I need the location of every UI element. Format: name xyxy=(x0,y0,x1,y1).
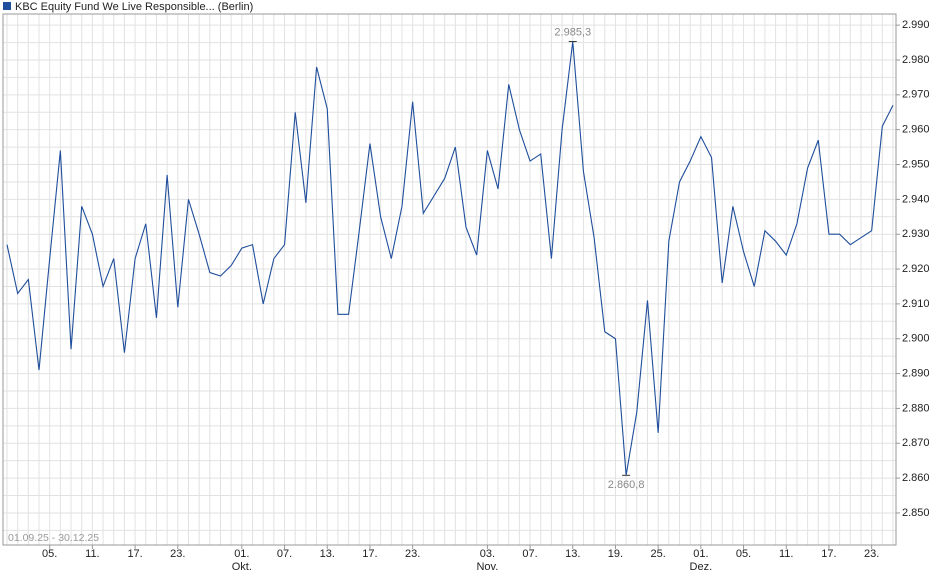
x-tick-label: 17. xyxy=(362,548,377,560)
y-tick-label: 2.960 xyxy=(902,124,930,136)
x-group-label: Nov. xyxy=(476,561,498,573)
x-tick-label: 03. xyxy=(480,548,495,560)
x-tick-label: 25. xyxy=(651,548,666,560)
value-label: 2.985,3 xyxy=(554,26,591,38)
y-tick-label: 2.980 xyxy=(902,54,930,66)
x-tick-label: 13. xyxy=(565,548,580,560)
y-tick-label: 2.850 xyxy=(902,507,930,519)
y-tick-label: 2.940 xyxy=(902,193,930,205)
x-tick-label: 07. xyxy=(277,548,292,560)
x-tick-label: 05. xyxy=(736,548,751,560)
line-series xyxy=(6,41,894,476)
x-tick-label: 17. xyxy=(821,548,836,560)
y-tick-label: 2.920 xyxy=(902,263,930,275)
y-tick-label: 2.990 xyxy=(902,19,930,31)
legend-swatch xyxy=(3,2,11,10)
x-tick-label: 17. xyxy=(127,548,142,560)
y-tick-label: 2.860 xyxy=(902,472,930,484)
y-tick-label: 2.880 xyxy=(902,402,930,414)
y-tick-label: 2.910 xyxy=(902,298,930,310)
y-tick-label: 2.970 xyxy=(902,89,930,101)
y-tick-label: 2.950 xyxy=(902,158,930,170)
x-tick-label: 23. xyxy=(405,548,420,560)
x-tick-label: 23. xyxy=(170,548,185,560)
value-label: 2.860,8 xyxy=(608,479,645,491)
x-tick-label: 19. xyxy=(608,548,623,560)
plot-frame xyxy=(2,13,897,546)
y-tick-label: 2.890 xyxy=(902,367,930,379)
x-tick-label: 01. xyxy=(234,548,249,560)
x-tick-label: 23. xyxy=(864,548,879,560)
y-tick-label: 2.900 xyxy=(902,333,930,345)
y-tick-label: 2.870 xyxy=(902,437,930,449)
legend-label: KBC Equity Fund We Live Responsible... (… xyxy=(15,1,253,13)
x-tick-label: 13. xyxy=(320,548,335,560)
x-group-label: Dez. xyxy=(690,561,713,573)
grid xyxy=(3,14,896,545)
x-tick-label: 05. xyxy=(42,548,57,560)
x-tick-label: 11. xyxy=(85,548,99,560)
x-tick-label: 07. xyxy=(522,548,537,560)
x-tick-label: 01. xyxy=(693,548,708,560)
y-tick-label: 2.930 xyxy=(902,228,930,240)
date-range: 01.09.25 - 30.12.25 xyxy=(8,532,99,544)
x-group-label: Okt. xyxy=(232,561,252,573)
x-tick-label: 11. xyxy=(779,548,793,560)
